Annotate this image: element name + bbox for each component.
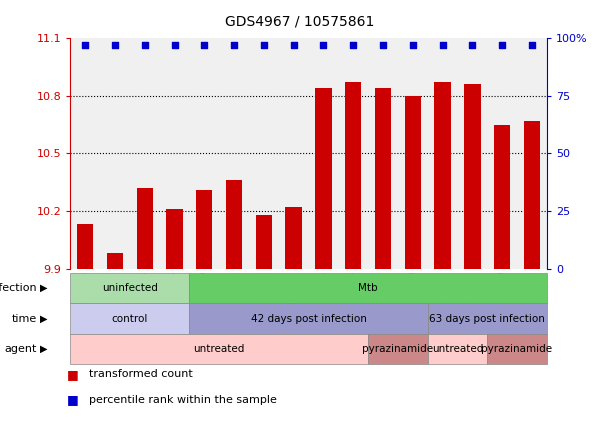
Bar (196, 190, 213, 269)
Text: transformed count: transformed count (89, 369, 192, 379)
Bar (136, 188, 153, 269)
Text: GDS4967 / 10575861: GDS4967 / 10575861 (225, 15, 374, 29)
Text: ■: ■ (67, 393, 79, 406)
Point (378, 41, 388, 48)
Point (229, 41, 239, 48)
Text: untreated: untreated (432, 344, 483, 354)
Text: time: time (12, 313, 37, 324)
Text: ■: ■ (67, 368, 79, 381)
Bar (375, 88, 391, 269)
Bar (166, 209, 183, 269)
Text: ▶: ▶ (40, 283, 47, 293)
Point (289, 41, 299, 48)
Bar (255, 215, 272, 269)
Bar (107, 253, 123, 269)
Point (437, 41, 447, 48)
Text: pyrazinamide: pyrazinamide (362, 344, 433, 354)
Bar (404, 96, 421, 269)
Bar (77, 225, 93, 269)
Bar (285, 207, 302, 269)
Text: infection: infection (0, 283, 37, 293)
Point (497, 41, 507, 48)
Text: untreated: untreated (194, 344, 245, 354)
Bar (345, 82, 362, 269)
Bar (226, 180, 243, 269)
Text: ▶: ▶ (40, 344, 47, 354)
Text: ▶: ▶ (40, 313, 47, 324)
Text: 42 days post infection: 42 days post infection (251, 313, 367, 324)
Point (80, 41, 90, 48)
Point (140, 41, 150, 48)
Text: percentile rank within the sample: percentile rank within the sample (89, 395, 276, 405)
Bar (434, 82, 451, 269)
Bar (494, 124, 510, 269)
Point (318, 41, 328, 48)
Text: agent: agent (4, 344, 37, 354)
Point (467, 41, 477, 48)
Text: 63 days post infection: 63 days post infection (430, 313, 545, 324)
Text: control: control (112, 313, 148, 324)
Bar (464, 84, 481, 269)
Point (408, 41, 418, 48)
Bar (315, 88, 332, 269)
Point (259, 41, 269, 48)
Bar (524, 121, 540, 269)
Point (110, 41, 120, 48)
Point (348, 41, 358, 48)
Text: pyrazinamide: pyrazinamide (481, 344, 552, 354)
Text: Mtb: Mtb (358, 283, 378, 293)
Point (199, 41, 209, 48)
Point (170, 41, 180, 48)
Text: uninfected: uninfected (102, 283, 158, 293)
Point (527, 41, 537, 48)
